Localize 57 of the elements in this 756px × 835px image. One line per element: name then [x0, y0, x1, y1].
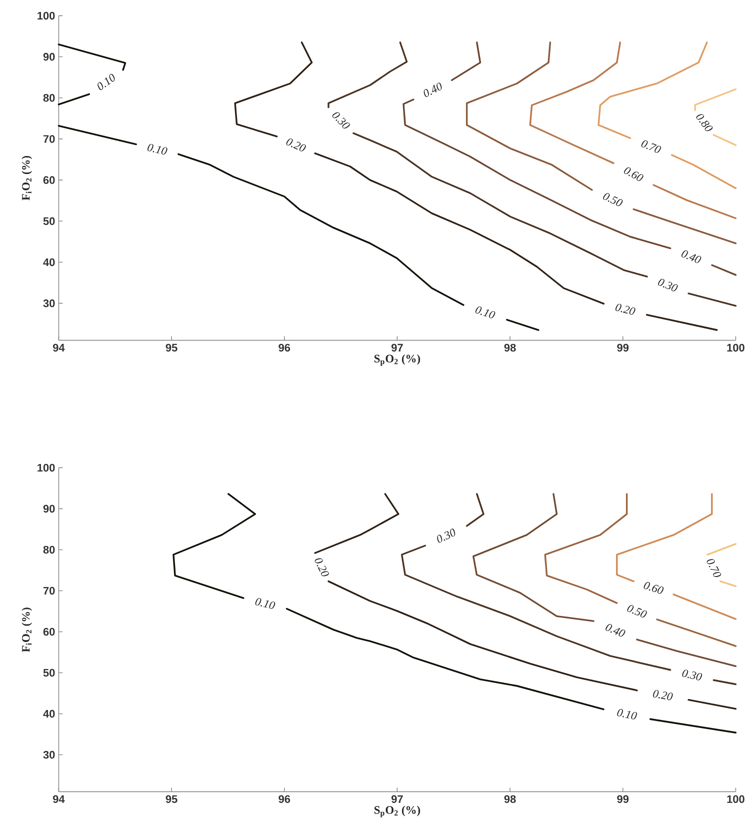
y-tick-label: 100 — [38, 464, 55, 472]
annotation: 0.80 — [696, 114, 713, 132]
annotation: 0.20 — [652, 690, 673, 700]
y-tick-label: 70 — [43, 135, 55, 143]
y-tick-label: 50 — [43, 668, 55, 677]
annotation: 0.30 — [332, 112, 350, 128]
x-axis-title: S$_{p}$O$_{2}$ (%) — [374, 806, 420, 818]
annotation: 0.70 — [706, 559, 722, 578]
x-tick-label: 95 — [166, 344, 178, 352]
annotation: 0.30 — [658, 278, 678, 292]
y-tick-label: 90 — [43, 504, 55, 513]
annotation: 0.10 — [475, 306, 496, 318]
annotation: 0.50 — [603, 193, 623, 206]
y-tick-label: 80 — [43, 94, 55, 102]
annotation: 0.40 — [681, 250, 702, 263]
y-axis-title: F$_{i}$O$_{2}$ (%) — [22, 156, 32, 200]
annotation: 0.50 — [627, 605, 647, 618]
y-axis-title: F$_{i}$O$_{2}$ (%) — [22, 608, 32, 652]
y-tick-label: 90 — [43, 52, 55, 61]
x-tick-label: 96 — [278, 795, 290, 803]
annotation: 0.20 — [286, 138, 306, 152]
y-tick-label: 50 — [43, 217, 55, 226]
annotation: 0.20 — [314, 558, 329, 576]
y-tick-label: 30 — [43, 299, 55, 308]
y-tick-label: 60 — [43, 628, 55, 636]
x-tick-label: 94 — [52, 795, 65, 803]
annotation: 0.60 — [644, 582, 664, 594]
annotation: 0.60 — [624, 167, 644, 181]
annotation: 0.10 — [255, 598, 276, 609]
x-axis-title: S$_{p}$O$_{2}$ (%) — [374, 354, 420, 366]
x-tick-label: 99 — [617, 795, 629, 803]
annotation: 0.10 — [617, 709, 637, 720]
x-tick-label: 98 — [504, 344, 516, 352]
annotation: 0.30 — [682, 670, 702, 680]
annotation: 0.10 — [147, 144, 168, 155]
annotation: 0.70 — [641, 140, 662, 153]
x-tick-label: 100 — [727, 344, 744, 352]
x-tick-label: 100 — [727, 795, 744, 803]
annotation: 0.30 — [437, 528, 456, 543]
y-tick-label: 100 — [38, 12, 55, 20]
annotation: 0.40 — [424, 82, 442, 97]
x-tick-label: 95 — [166, 795, 178, 803]
x-tick-label: 99 — [617, 344, 629, 352]
x-tick-label: 97 — [391, 344, 403, 352]
y-tick-label: 70 — [43, 586, 55, 595]
annotation: 0.20 — [615, 304, 636, 315]
y-tick-label: 40 — [43, 710, 55, 718]
y-tick-label: 30 — [43, 750, 55, 759]
x-tick-label: 98 — [504, 795, 516, 803]
annotation: 0.40 — [606, 624, 626, 637]
x-tick-label: 97 — [391, 795, 403, 803]
y-tick-label: 60 — [43, 176, 55, 184]
x-tick-label: 94 — [52, 344, 65, 352]
y-tick-label: 80 — [43, 546, 55, 554]
annotation: 0.10 — [98, 74, 115, 90]
y-tick-label: 40 — [43, 258, 55, 266]
x-tick-label: 96 — [278, 344, 290, 352]
